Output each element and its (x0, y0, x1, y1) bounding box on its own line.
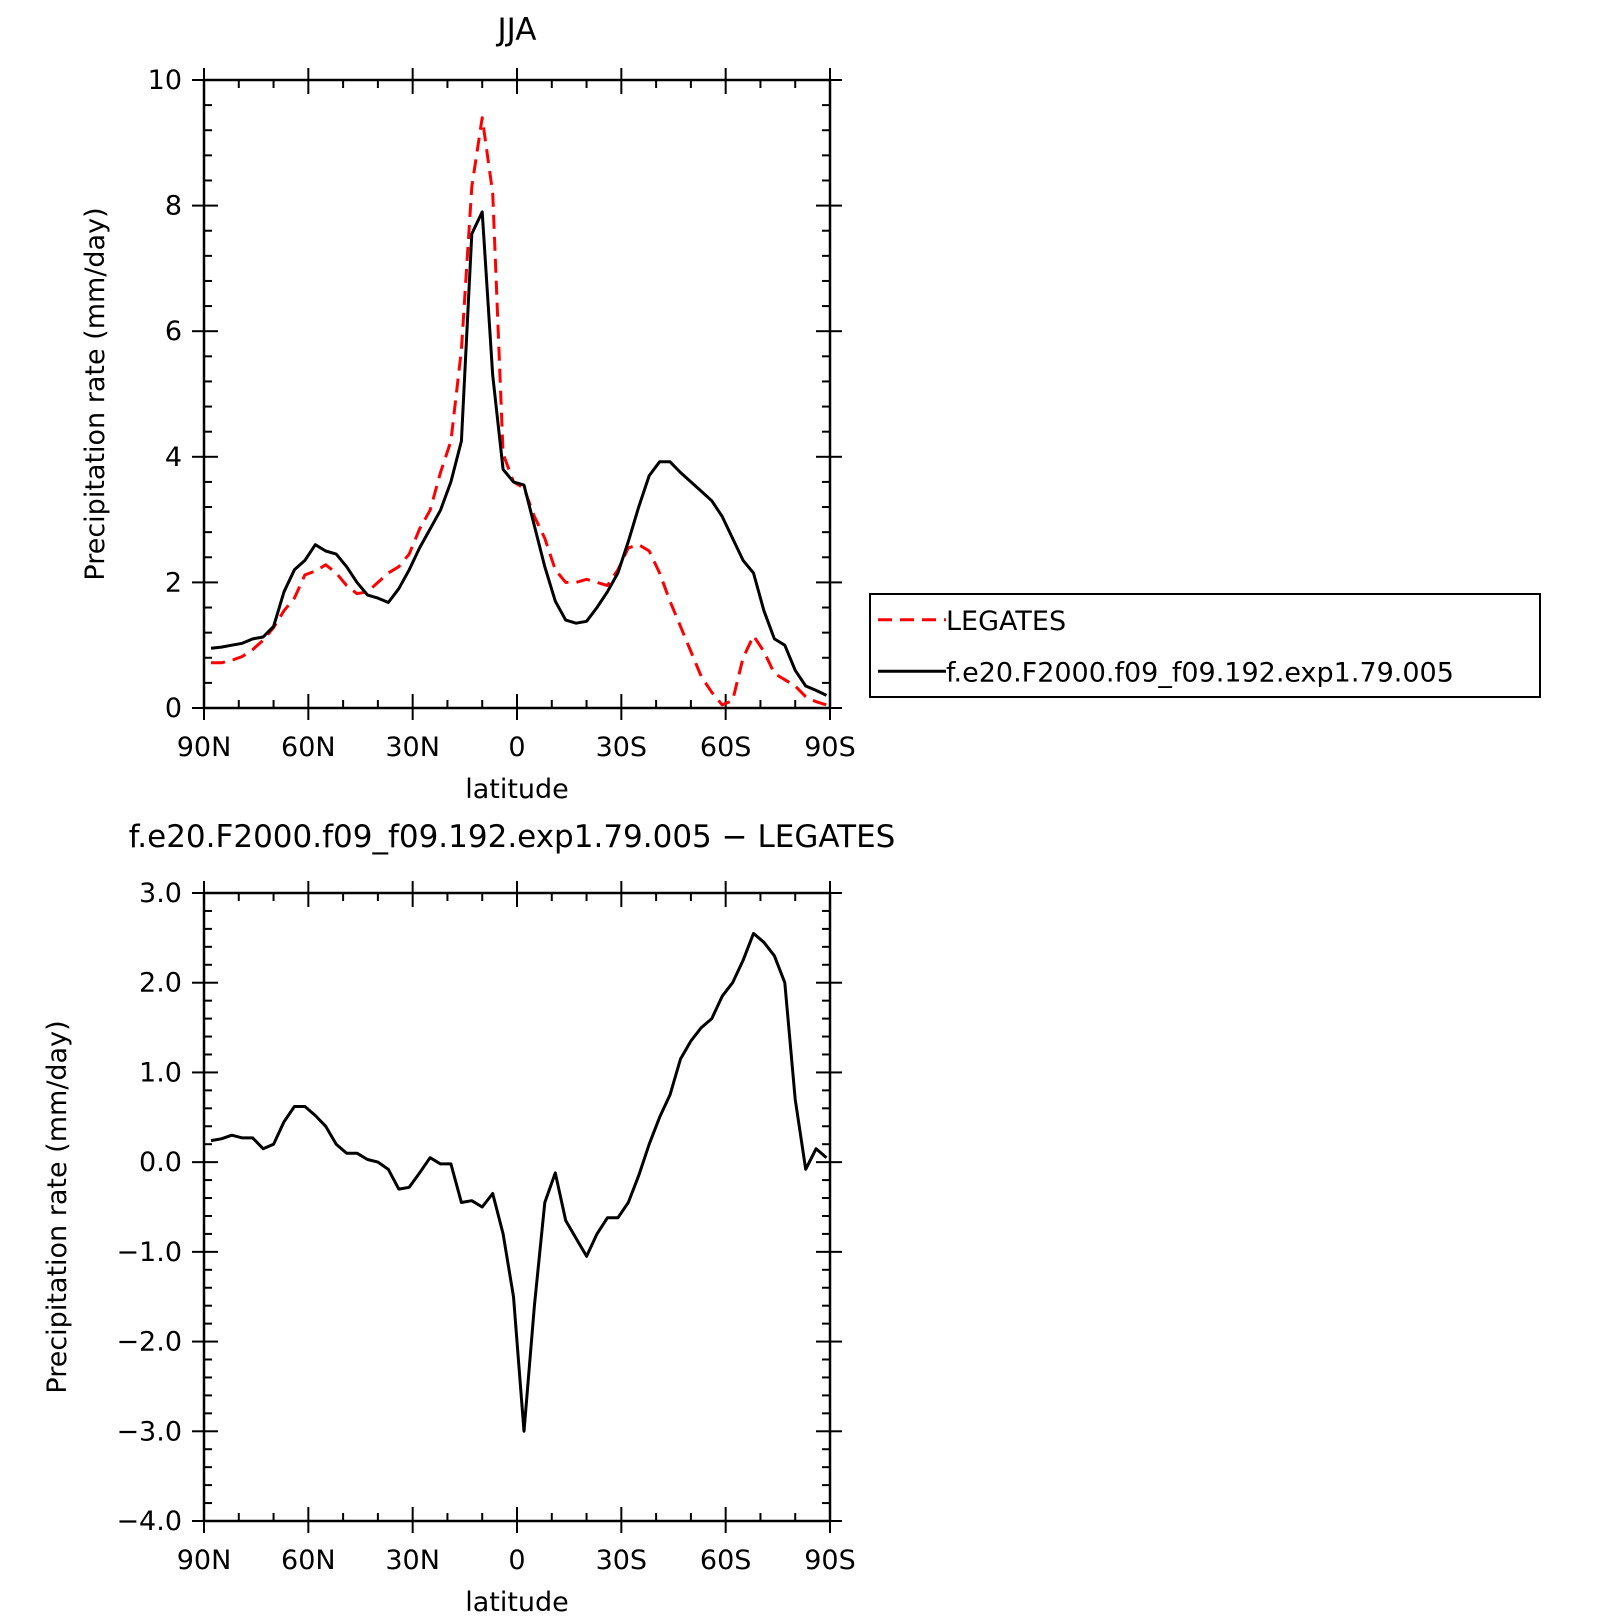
x-tick-label: 60S (700, 1545, 752, 1576)
chart-title: JJA (496, 12, 537, 48)
x-axis-label: latitude (465, 1587, 569, 1618)
y-tick-label: −2.0 (116, 1327, 182, 1358)
series-line-2 (210, 210, 828, 697)
x-tick-label: 0 (508, 732, 525, 763)
y-tick-label: −1.0 (116, 1237, 182, 1268)
y-tick-label: 3.0 (139, 878, 182, 909)
y-tick-label: 0.0 (139, 1147, 182, 1178)
y-tick-label: 2.0 (139, 968, 182, 999)
x-tick-label: 30N (385, 1545, 440, 1576)
y-tick-label: 4 (165, 442, 182, 473)
x-tick-label: 90S (804, 732, 856, 763)
x-axis-label: latitude (465, 774, 569, 805)
x-tick-label: 90S (804, 1545, 856, 1576)
y-tick-label: −4.0 (116, 1506, 182, 1537)
plot-frame (202, 891, 832, 1523)
x-tick-label: 30N (385, 732, 440, 763)
y-tick-label: 1.0 (139, 1057, 182, 1088)
y-tick-label: 2 (165, 567, 182, 598)
legend-label-2: f.e20.F2000.f09_f09.192.exp1.79.005 (946, 657, 1454, 688)
x-tick-label: 60N (281, 1545, 336, 1576)
y-tick-label: 6 (165, 316, 182, 347)
chart-title: f.e20.F2000.f09_f09.192.exp1.79.005 − LE… (129, 819, 896, 855)
plot-frame (202, 78, 832, 710)
chart-top: JJA 90N 60N 30N 0 30S 60S 90S 0 2 4 6 8 10 latitude Pre… (80, 12, 1541, 805)
legend: LEGATES f.e20.F2000.f09_f09.192.exp1.79.0… (869, 593, 1541, 698)
y-tick-label: 10 (148, 65, 182, 96)
series-line-1 (210, 931, 828, 1433)
series-line-1 (211, 116, 827, 707)
x-tick-label: 60S (700, 732, 752, 763)
y-tick-label: −3.0 (116, 1416, 182, 1447)
legend-box (869, 593, 1541, 698)
legend-label-1: LEGATES (946, 606, 1066, 637)
y-axis-label: Precipitation rate (mm/day) (42, 1020, 73, 1393)
x-tick-label: 30S (596, 1545, 648, 1576)
y-tick-label: 0 (165, 693, 182, 724)
y-tick-label: 8 (165, 191, 182, 222)
x-tick-label: 0 (508, 1545, 525, 1576)
chart-bottom: f.e20.F2000.f09_f09.192.exp1.79.005 − LE… (42, 819, 895, 1618)
x-tick-label: 60N (281, 732, 336, 763)
y-axis-label: Precipitation rate (mm/day) (80, 207, 111, 580)
x-tick-label: 30S (596, 732, 648, 763)
x-tick-label: 90N (177, 732, 232, 763)
x-tick-label: 90N (177, 1545, 232, 1576)
